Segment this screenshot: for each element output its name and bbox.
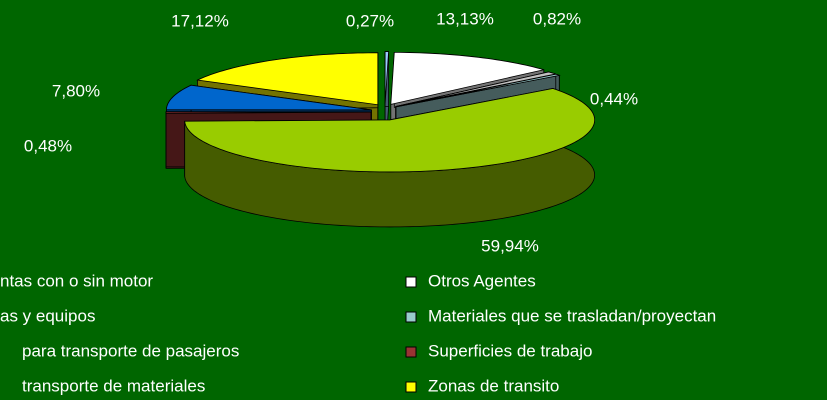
data-label: 59,94% [481, 236, 539, 255]
legend-label: Otros Agentes [428, 271, 536, 290]
data-label: 0,48% [24, 136, 72, 155]
data-label: 0,27% [346, 11, 394, 30]
legend-swatch [405, 381, 417, 393]
legend-swatch [405, 311, 417, 323]
legend-label: ntas con o sin motor [0, 271, 153, 290]
data-label: 7,80% [52, 81, 100, 100]
slice [384, 51, 390, 104]
data-label: 17,12% [171, 11, 229, 30]
data-label: 0,82% [533, 9, 581, 28]
legend-label: transporte de materiales [22, 376, 205, 395]
slice [395, 73, 561, 108]
legend-label: as y equipos [0, 306, 95, 325]
legend-label: para transporte de pasajeros [22, 341, 239, 360]
slice [166, 84, 372, 111]
data-label: 13,13% [436, 9, 494, 28]
legend-label: Superficies de trabajo [428, 341, 592, 360]
legend-swatch [405, 346, 417, 358]
slice [390, 51, 544, 105]
slice [196, 52, 379, 106]
slice [165, 111, 372, 114]
legend-swatch [405, 276, 417, 288]
legend-label: Zonas de transito [428, 376, 559, 395]
slice [184, 88, 596, 173]
legend-label: Materiales que se trasladan/proyectan [428, 306, 716, 325]
data-label: 0,44% [590, 89, 638, 108]
